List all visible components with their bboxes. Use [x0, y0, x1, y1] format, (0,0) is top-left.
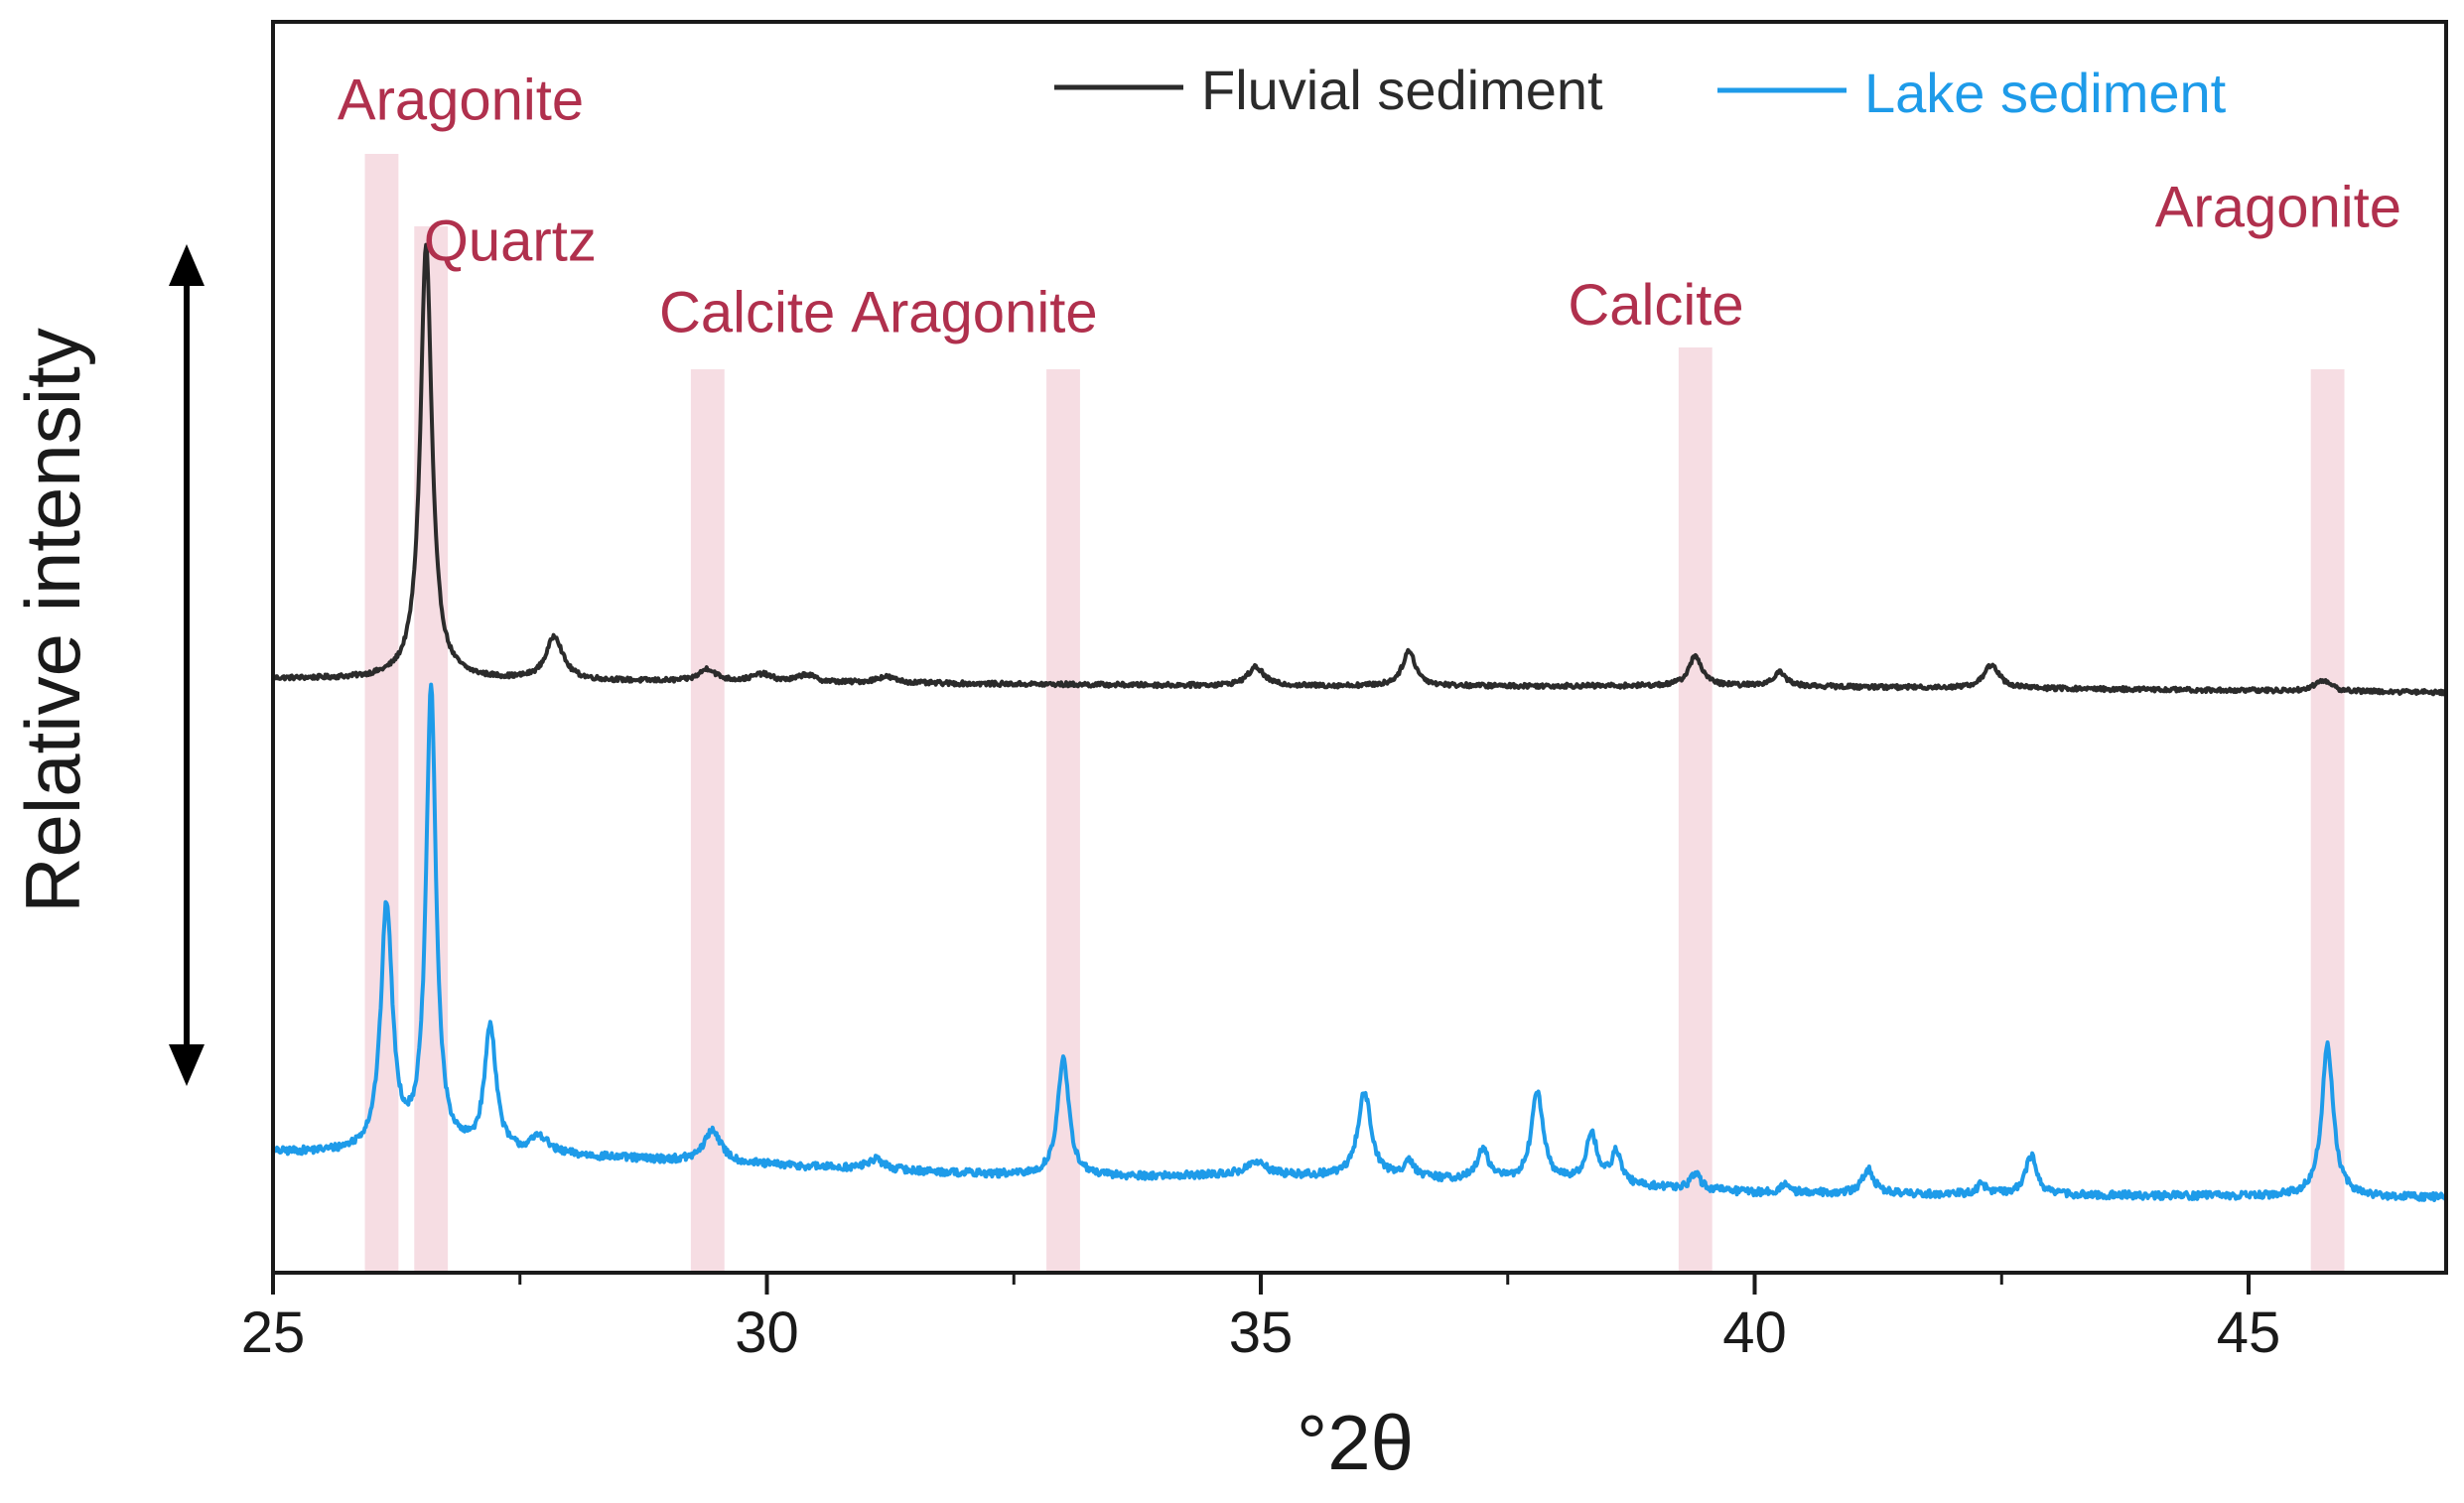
x-axis-ticks: 25 30 35 40 45	[241, 1273, 2281, 1365]
mineral-label: Aragonite	[2155, 176, 2401, 240]
x-tick-label: 45	[2217, 1300, 2281, 1365]
mineral-band	[2310, 369, 2345, 1271]
x-tick-label: 40	[1722, 1300, 1787, 1365]
mineral-label: Aragonite	[338, 68, 584, 132]
mineral-label: Calcite	[659, 280, 835, 344]
legend-label: Fluvial sediment	[1201, 59, 1603, 121]
legend-label: Lake sediment	[1864, 62, 2227, 124]
series-line-lake	[271, 682, 2448, 1202]
mineral-band	[364, 154, 399, 1271]
x-tick-label: 35	[1229, 1300, 1294, 1365]
mineral-band	[690, 369, 725, 1271]
plot-frame	[271, 20, 2448, 1275]
y-axis-arrow	[169, 244, 205, 1086]
series-line-fluvial	[271, 242, 2448, 697]
mineral-label: Aragonite	[851, 280, 1097, 344]
legend: Fluvial sediment Lake sediment	[1054, 59, 2227, 124]
x-tick-label: 25	[241, 1300, 306, 1365]
x-tick-label: 30	[735, 1300, 799, 1365]
mineral-band	[1046, 369, 1080, 1271]
mineral-bands	[364, 154, 2345, 1271]
x-axis-label: °2θ	[1297, 1399, 1414, 1486]
y-axis-label: Relative intensity	[9, 328, 96, 913]
series-lines	[271, 242, 2448, 1202]
mineral-label: Quartz	[424, 209, 597, 274]
mineral-band	[1678, 347, 1712, 1271]
mineral-label: Calcite	[1568, 273, 1743, 338]
